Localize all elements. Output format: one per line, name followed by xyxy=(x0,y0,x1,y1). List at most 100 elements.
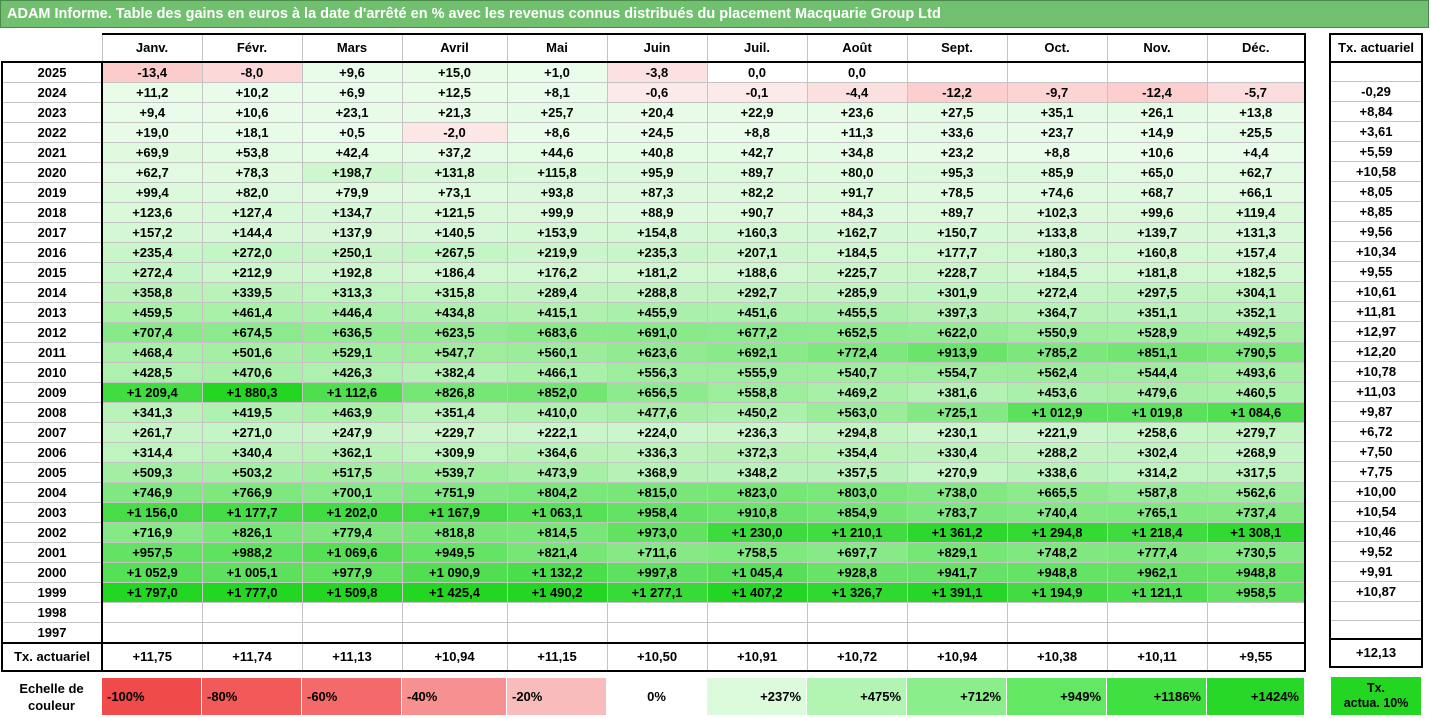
table-row: 2012 +707,4 +674,5 +636,5 +623,5 +683,6 +691,0… xyxy=(1,322,1306,343)
tx-cell: +10,54 xyxy=(1329,500,1423,522)
gain-cell: +466,1 xyxy=(506,362,608,383)
gain-cell: +8,1 xyxy=(506,82,608,103)
gain-cell xyxy=(201,622,303,644)
gain-cell: +140,5 xyxy=(401,222,508,243)
gain-cell xyxy=(1106,622,1208,644)
gain-cell: +426,3 xyxy=(301,362,403,383)
gain-cell xyxy=(506,622,608,644)
color-scale-item: -60% xyxy=(301,677,402,716)
gain-cell: +14,9 xyxy=(1106,122,1208,143)
gain-cell: +1 277,1 xyxy=(606,582,708,603)
gain-cell: +288,2 xyxy=(1006,442,1108,463)
gain-cell: +34,8 xyxy=(806,142,908,163)
gain-cell: +381,6 xyxy=(906,382,1008,403)
year-label: 2005 xyxy=(1,462,103,483)
gain-cell: +479,6 xyxy=(1106,382,1208,403)
gain-cell: -0,6 xyxy=(606,82,708,103)
gain-cell: +555,9 xyxy=(706,362,808,383)
gain-cell: +1 202,0 xyxy=(301,502,403,523)
gain-cell: +44,6 xyxy=(506,142,608,163)
tx-row: +11,03 xyxy=(1329,380,1423,402)
gain-cell: +973,0 xyxy=(606,522,708,543)
gain-cell: +517,5 xyxy=(301,462,403,483)
gain-cell: +1 209,4 xyxy=(101,382,203,403)
gain-cell: +469,2 xyxy=(806,382,908,403)
gain-cell: -9,7 xyxy=(1006,82,1108,103)
gain-cell: +450,2 xyxy=(706,402,808,423)
gain-cell: +740,4 xyxy=(1006,502,1108,523)
actuarial-rate-table: Tx. actuariel -0,29 +8,84 +3,61 +5,59 +10,58 +… xyxy=(1329,33,1423,668)
gain-cell: +854,9 xyxy=(806,502,908,523)
gain-cell: +777,4 xyxy=(1106,542,1208,563)
tx-row: +10,78 xyxy=(1329,360,1423,382)
gain-cell: +674,5 xyxy=(201,322,303,343)
tx-row: +10,87 xyxy=(1329,580,1423,602)
gain-cell: +1 084,6 xyxy=(1206,402,1306,423)
tx-row: +7,75 xyxy=(1329,460,1423,482)
tx-cell: +7,75 xyxy=(1329,460,1423,482)
footer-value: +9,55 xyxy=(1206,642,1306,672)
gain-cell: +181,8 xyxy=(1106,262,1208,283)
gain-cell: +737,4 xyxy=(1206,502,1306,523)
gain-cell: +665,5 xyxy=(1006,482,1108,503)
gain-cell: +446,4 xyxy=(301,302,403,323)
tx-legend-line2: actua. 10% xyxy=(1343,696,1409,710)
gain-cell: +24,5 xyxy=(606,122,708,143)
year-label: 2002 xyxy=(1,522,103,543)
year-label: 2010 xyxy=(1,362,103,383)
tx-row: +8,05 xyxy=(1329,180,1423,202)
table-row: 2006 +314,4 +340,4 +362,1 +309,9 +364,6 +336,3… xyxy=(1,442,1306,463)
gain-cell: +560,1 xyxy=(506,342,608,363)
year-label: 2024 xyxy=(1,82,103,103)
gain-cell: +15,0 xyxy=(401,61,508,83)
gain-cell: +10,6 xyxy=(201,102,303,123)
gain-cell: +1 797,0 xyxy=(101,582,203,603)
tx-cell: +10,00 xyxy=(1329,480,1423,502)
gain-cell: -5,7 xyxy=(1206,82,1306,103)
gain-cell: +160,3 xyxy=(706,222,808,243)
gain-cell: +1 777,0 xyxy=(201,582,303,603)
gain-cell: +738,0 xyxy=(906,482,1008,503)
tx-row: +11,81 xyxy=(1329,300,1423,322)
tx-cell: +9,56 xyxy=(1329,220,1423,242)
gain-cell: +87,3 xyxy=(606,182,708,203)
gain-cell: +1 326,7 xyxy=(806,582,908,603)
table-row: 1998 xyxy=(1,602,1306,623)
tx-cell xyxy=(1329,61,1423,82)
gain-cell: -3,8 xyxy=(606,61,708,83)
gain-cell: +477,6 xyxy=(606,402,708,423)
gain-cell: +9,4 xyxy=(101,102,203,123)
tx-cell: +10,61 xyxy=(1329,280,1423,302)
gain-cell xyxy=(101,602,203,623)
table-title: ADAM Informe. Table des gains en euros à… xyxy=(0,0,1429,28)
table-row: 2024 +11,2 +10,2 +6,9 +12,5 +8,1 -0,6 -0,1 -4,4-… xyxy=(1,82,1306,103)
color-scale-item: +475% xyxy=(806,677,907,716)
gain-cell: +455,9 xyxy=(606,302,708,323)
gain-cell: +62,7 xyxy=(101,162,203,183)
gain-cell: +1 880,3 xyxy=(201,382,303,403)
gain-cell: +823,0 xyxy=(706,482,808,503)
gain-cell: +351,4 xyxy=(401,402,508,423)
tx-cell: +10,58 xyxy=(1329,160,1423,182)
gain-cell: +948,8 xyxy=(1206,562,1306,583)
table-row: 2021 +69,9 +53,8 +42,4 +37,2 +44,6 +40,8 +42,7 +… xyxy=(1,142,1306,163)
tx-cell: +11,81 xyxy=(1329,300,1423,322)
gain-cell: +198,7 xyxy=(301,162,403,183)
gain-cell: +157,2 xyxy=(101,222,203,243)
color-scale-item: -100% xyxy=(101,677,202,716)
tx-cell: +8,85 xyxy=(1329,200,1423,222)
gain-cell xyxy=(1206,622,1306,644)
gain-cell: +134,7 xyxy=(301,202,403,223)
gain-cell: +23,7 xyxy=(1006,122,1108,143)
month-header: Juin xyxy=(606,33,708,63)
table-row: 1999 +1 797,0 +1 777,0 +1 509,8 +1 425,4 +1 4… xyxy=(1,582,1306,603)
tx-cell: +3,61 xyxy=(1329,120,1423,142)
gain-cell: +313,3 xyxy=(301,282,403,303)
gain-cell: +102,3 xyxy=(1006,202,1108,223)
gain-cell: +368,9 xyxy=(606,462,708,483)
tx-footer-row: +12,13 xyxy=(1329,638,1423,668)
year-label: 2000 xyxy=(1,562,103,583)
gain-cell: -0,1 xyxy=(706,82,808,103)
table-row: 2003 +1 156,0 +1 177,7 +1 202,0 +1 167,9 +1 0… xyxy=(1,502,1306,523)
month-header: Mars xyxy=(301,33,403,63)
